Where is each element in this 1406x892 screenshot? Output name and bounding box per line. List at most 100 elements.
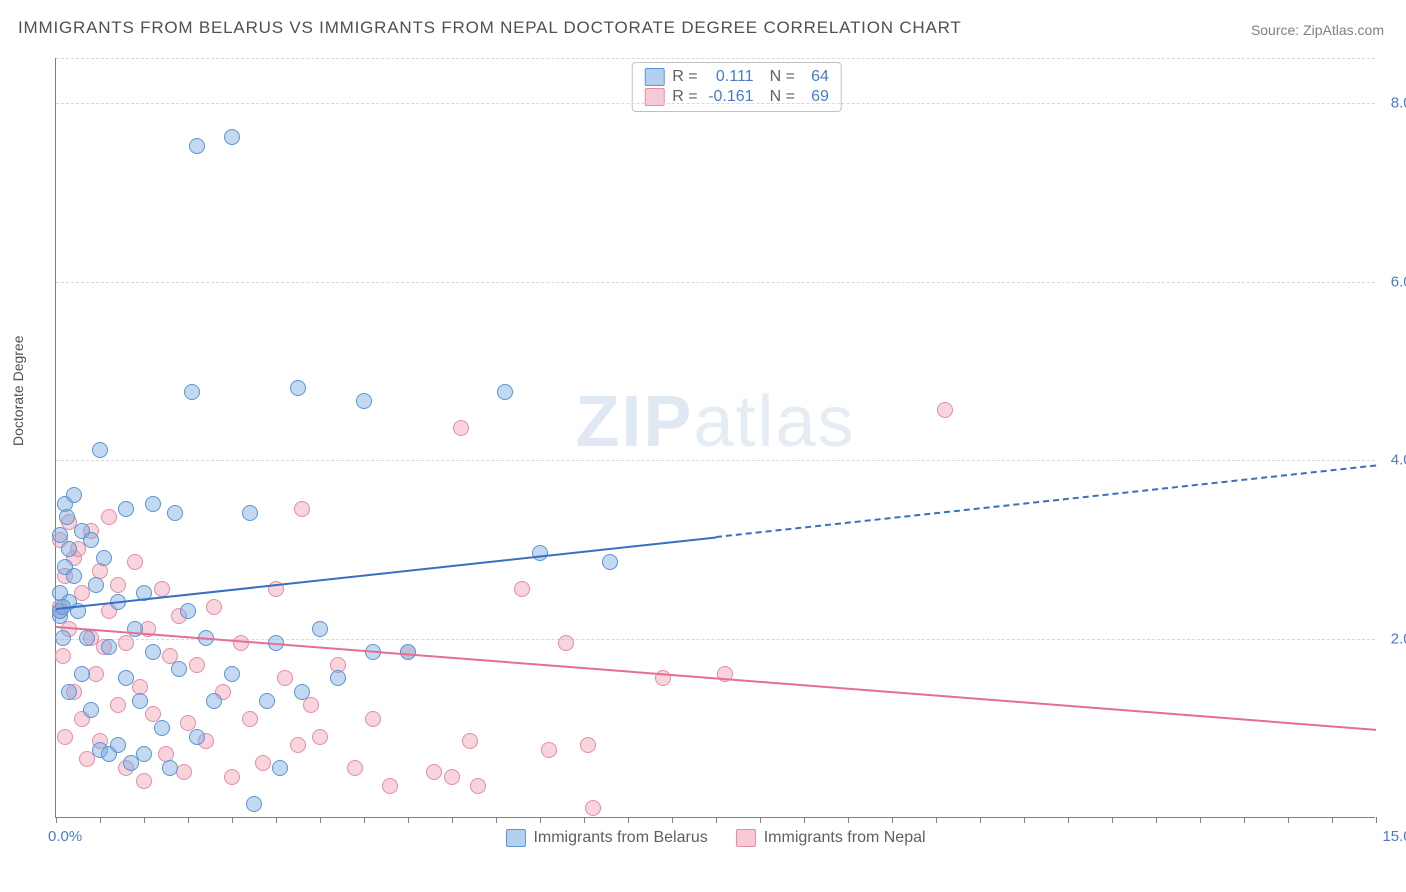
gridline — [56, 103, 1375, 104]
legend-item-belarus: Immigrants from Belarus — [505, 829, 707, 847]
correlation-legend: R = 0.111 N = 64 R = -0.161 N = 69 — [631, 62, 842, 112]
gridline — [56, 460, 1375, 461]
scatter-point-belarus — [118, 501, 134, 517]
scatter-point-belarus — [330, 670, 346, 686]
scatter-point-nepal — [294, 501, 310, 517]
scatter-point-nepal — [382, 778, 398, 794]
x-tick-mark — [760, 817, 761, 823]
scatter-point-nepal — [110, 697, 126, 713]
scatter-point-nepal — [290, 737, 306, 753]
scatter-point-nepal — [57, 729, 73, 745]
legend-row-belarus: R = 0.111 N = 64 — [644, 67, 829, 87]
scatter-point-belarus — [400, 644, 416, 660]
swatch-pink-icon — [736, 829, 756, 847]
scatter-point-nepal — [224, 769, 240, 785]
x-tick-mark — [1200, 817, 1201, 823]
x-tick-label: 0.0% — [48, 828, 82, 845]
scatter-point-belarus — [118, 670, 134, 686]
x-tick-label: 15.0% — [1382, 828, 1406, 845]
x-tick-mark — [56, 817, 57, 823]
swatch-blue-icon — [644, 68, 664, 86]
scatter-point-belarus — [127, 621, 143, 637]
legend-item-nepal: Immigrants from Nepal — [736, 829, 926, 847]
x-tick-mark — [1068, 817, 1069, 823]
watermark: ZIPatlas — [575, 381, 855, 463]
x-tick-mark — [936, 817, 937, 823]
trendline-belarus-solid — [56, 536, 716, 610]
scatter-point-belarus — [532, 545, 548, 561]
x-tick-mark — [188, 817, 189, 823]
scatter-point-nepal — [136, 773, 152, 789]
scatter-point-belarus — [96, 550, 112, 566]
x-tick-mark — [100, 817, 101, 823]
x-tick-mark — [1244, 817, 1245, 823]
x-tick-mark — [1288, 817, 1289, 823]
x-tick-mark — [1332, 817, 1333, 823]
source-attribution: Source: ZipAtlas.com — [1251, 22, 1384, 38]
scatter-point-nepal — [118, 635, 134, 651]
scatter-point-belarus — [167, 505, 183, 521]
scatter-point-nepal — [189, 657, 205, 673]
scatter-point-nepal — [312, 729, 328, 745]
y-tick-label: 4.0% — [1391, 452, 1406, 469]
scatter-point-belarus — [145, 644, 161, 660]
scatter-point-nepal — [127, 554, 143, 570]
scatter-point-nepal — [444, 769, 460, 785]
x-tick-mark — [716, 817, 717, 823]
scatter-point-belarus — [259, 693, 275, 709]
scatter-point-belarus — [59, 509, 75, 525]
legend-row-nepal: R = -0.161 N = 69 — [644, 87, 829, 107]
scatter-point-nepal — [541, 742, 557, 758]
x-tick-mark — [144, 817, 145, 823]
scatter-point-nepal — [365, 711, 381, 727]
scatter-point-belarus — [79, 630, 95, 646]
scatter-point-nepal — [470, 778, 486, 794]
x-tick-mark — [628, 817, 629, 823]
x-tick-mark — [320, 817, 321, 823]
chart-title: IMMIGRANTS FROM BELARUS VS IMMIGRANTS FR… — [18, 18, 962, 38]
scatter-point-belarus — [184, 384, 200, 400]
x-tick-mark — [364, 817, 365, 823]
x-tick-mark — [1112, 817, 1113, 823]
scatter-point-belarus — [92, 442, 108, 458]
scatter-point-nepal — [585, 800, 601, 816]
scatter-point-belarus — [110, 737, 126, 753]
scatter-point-belarus — [61, 684, 77, 700]
scatter-point-belarus — [242, 505, 258, 521]
scatter-point-belarus — [83, 532, 99, 548]
scatter-point-nepal — [242, 711, 258, 727]
x-tick-mark — [496, 817, 497, 823]
scatter-point-nepal — [277, 670, 293, 686]
scatter-point-belarus — [74, 666, 90, 682]
scatter-point-nepal — [937, 402, 953, 418]
scatter-point-belarus — [224, 129, 240, 145]
x-tick-mark — [276, 817, 277, 823]
gridline — [56, 639, 1375, 640]
scatter-point-belarus — [66, 487, 82, 503]
scatter-point-nepal — [55, 648, 71, 664]
scatter-point-belarus — [145, 496, 161, 512]
scatter-point-nepal — [154, 581, 170, 597]
x-tick-mark — [848, 817, 849, 823]
legend-label: Immigrants from Nepal — [764, 829, 926, 847]
scatter-point-belarus — [224, 666, 240, 682]
x-tick-mark — [672, 817, 673, 823]
legend-label: Immigrants from Belarus — [533, 829, 707, 847]
scatter-point-nepal — [206, 599, 222, 615]
y-tick-label: 2.0% — [1391, 631, 1406, 648]
scatter-point-belarus — [246, 796, 262, 812]
scatter-point-nepal — [110, 577, 126, 593]
scatter-point-belarus — [61, 541, 77, 557]
scatter-point-nepal — [453, 420, 469, 436]
x-tick-mark — [980, 817, 981, 823]
scatter-point-belarus — [154, 720, 170, 736]
x-tick-mark — [232, 817, 233, 823]
scatter-point-nepal — [347, 760, 363, 776]
x-tick-mark — [1376, 817, 1377, 823]
scatter-point-belarus — [602, 554, 618, 570]
x-tick-mark — [1024, 817, 1025, 823]
scatter-point-belarus — [132, 693, 148, 709]
x-tick-mark — [540, 817, 541, 823]
scatter-point-belarus — [88, 577, 104, 593]
n-value: 64 — [803, 68, 829, 86]
